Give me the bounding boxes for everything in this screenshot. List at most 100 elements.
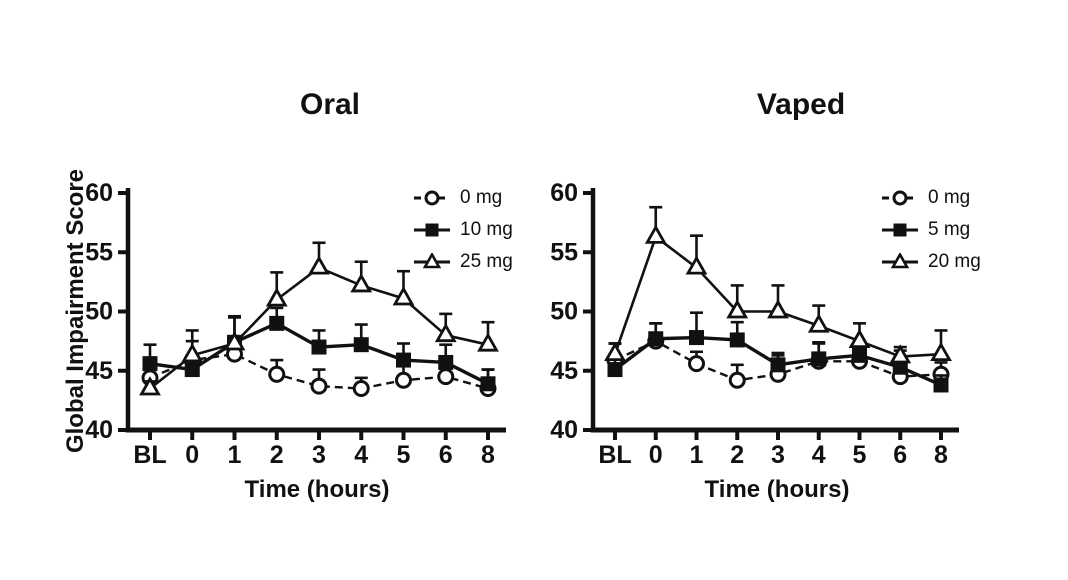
legend-label: 10 mg — [460, 219, 513, 240]
x-tick-label: 3 — [312, 441, 326, 469]
open-triangle-marker — [930, 341, 952, 362]
filled-square-marker — [852, 347, 867, 363]
x-axis-title-vaped: Time (hours) — [704, 476, 850, 503]
y-tick-label: 40 — [550, 416, 578, 444]
legend-label: 25 mg — [460, 251, 513, 272]
y-axis: 40 45 50 55 60 — [550, 179, 596, 444]
open-triangle-marker — [767, 299, 789, 319]
open-triangle-marker — [139, 376, 161, 396]
open-circle-marker — [352, 380, 370, 398]
filled-square-marker — [648, 331, 664, 347]
open-triangle-marker — [350, 273, 373, 293]
y-axis: 40 45 50 55 60 — [85, 179, 131, 444]
filled-square-marker — [933, 377, 949, 393]
filled-square-marker-icon — [881, 221, 919, 239]
series-line — [149, 352, 489, 390]
x-tick-label: 2 — [730, 441, 744, 469]
open-circle-marker — [728, 371, 746, 389]
legend-oral: 0 mg 10 mg 25 mg — [413, 182, 513, 278]
x-tick-label: 8 — [934, 441, 948, 469]
open-triangle-marker — [265, 287, 288, 307]
open-circle-marker — [268, 365, 286, 383]
y-tick-label: 45 — [85, 357, 113, 385]
filled-square-marker — [689, 330, 704, 346]
open-circle-marker — [688, 355, 705, 373]
open-circle-marker — [395, 371, 412, 389]
filled-square-marker — [311, 339, 327, 355]
filled-square-marker — [892, 359, 908, 375]
x-tick-label: 5 — [853, 441, 867, 469]
x-tick-label: 0 — [185, 441, 199, 469]
x-tick-label: BL — [598, 441, 631, 469]
filled-square-marker — [142, 356, 158, 372]
open-triangle-marker-icon — [413, 251, 451, 271]
filled-square-marker — [607, 362, 623, 378]
series-20-mg — [604, 205, 952, 364]
open-triangle-marker — [685, 255, 708, 275]
y-tick-label: 40 — [85, 416, 113, 444]
chart-title-vaped: Vaped — [756, 88, 846, 121]
x-axis: BL 0 1 2 3 4 5 6 8 — [125, 427, 506, 469]
filled-square-marker — [353, 337, 369, 353]
filled-square-marker — [480, 376, 496, 392]
filled-square-marker — [184, 362, 200, 378]
filled-square-marker — [396, 352, 411, 368]
y-tick-label: 60 — [85, 179, 113, 207]
legend-item: 5 mg — [881, 214, 981, 246]
y-tick-label: 45 — [550, 357, 578, 385]
open-circle-marker-icon — [413, 189, 451, 207]
x-tick-label: 1 — [690, 441, 704, 469]
open-triangle-marker — [308, 255, 330, 275]
open-triangle-marker — [604, 341, 626, 362]
series-5-mg — [607, 311, 949, 393]
open-circle-marker — [437, 368, 455, 386]
y-tick-label: 55 — [550, 238, 578, 266]
legend-label: 0 mg — [460, 187, 503, 208]
filled-square-marker — [811, 351, 827, 367]
legend-item: 0 mg — [413, 182, 513, 214]
legend-label: 0 mg — [928, 187, 971, 208]
open-triangle-marker — [434, 322, 457, 343]
x-axis: BL 0 1 2 3 4 5 6 8 — [590, 427, 959, 469]
y-tick-label: 55 — [85, 238, 113, 266]
series-25-mg — [139, 241, 499, 396]
open-triangle-marker — [644, 224, 667, 244]
open-triangle-marker — [848, 328, 871, 349]
legend-vaped: 0 mg 5 mg 20 mg — [881, 182, 981, 278]
y-tick-label: 50 — [85, 298, 113, 326]
open-triangle-marker — [726, 299, 749, 319]
y-tick-label: 60 — [550, 179, 578, 207]
filled-square-marker — [729, 332, 745, 348]
x-tick-label: 6 — [439, 441, 453, 469]
open-triangle-marker — [807, 313, 830, 333]
filled-square-marker — [438, 354, 454, 370]
chart-title-oral: Oral — [299, 88, 361, 121]
legend-item: 10 mg — [413, 214, 513, 246]
legend-item: 20 mg — [881, 246, 981, 278]
open-triangle-marker — [889, 344, 912, 364]
open-circle-marker-icon — [881, 189, 919, 207]
open-triangle-marker — [392, 286, 415, 306]
filled-square-marker-icon — [413, 221, 451, 239]
open-triangle-marker-icon — [881, 251, 919, 271]
legend-item: 0 mg — [881, 182, 981, 214]
x-tick-label: 5 — [397, 441, 411, 469]
legend-item: 25 mg — [413, 246, 513, 278]
x-tick-label: 0 — [649, 441, 663, 469]
x-tick-label: 3 — [771, 441, 785, 469]
open-triangle-marker — [181, 343, 204, 363]
open-circle-marker — [310, 377, 328, 395]
x-axis-title-oral: Time (hours) — [244, 476, 390, 503]
filled-square-marker — [770, 357, 786, 373]
y-tick-label: 50 — [550, 298, 578, 326]
legend-label: 5 mg — [928, 219, 971, 240]
filled-square-marker — [269, 315, 285, 331]
x-tick-label: BL — [133, 441, 166, 469]
x-tick-label: 2 — [270, 441, 284, 469]
x-tick-label: 4 — [812, 441, 826, 469]
legend-label: 20 mg — [928, 251, 981, 272]
open-triangle-marker — [477, 332, 499, 352]
